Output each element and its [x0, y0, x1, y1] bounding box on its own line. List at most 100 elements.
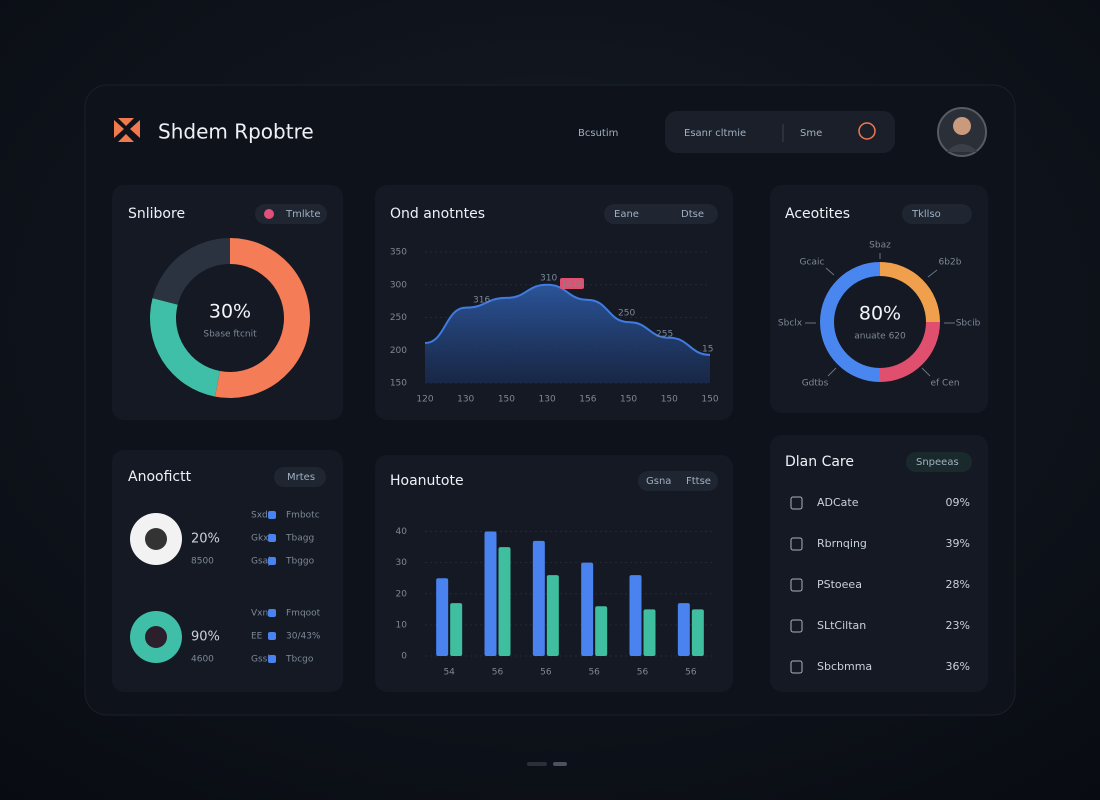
chip-text: Snpeeas: [916, 457, 959, 468]
bar[interactable]: [532, 540, 545, 656]
detail-value: Fmqoot: [286, 609, 321, 619]
bar[interactable]: [450, 603, 463, 656]
y-tick-label: 200: [390, 346, 407, 356]
bar[interactable]: [546, 575, 559, 656]
page-dot[interactable]: [553, 762, 567, 766]
detail-key: Sxd: [251, 511, 268, 521]
chip[interactable]: [255, 204, 327, 224]
chip-dot: [264, 209, 274, 219]
center-value: 80%: [859, 303, 901, 325]
chip-text: Fttse: [686, 476, 711, 487]
bar[interactable]: [498, 547, 511, 656]
x-tick-label: 56: [637, 668, 649, 678]
chip-text: Mrtes: [287, 472, 315, 483]
row-value: 09%: [946, 496, 970, 509]
bar[interactable]: [677, 603, 690, 656]
account-list: 20% 8500 Sxd Fmbotc Gkxl Tbagg Gsaj Tbggo 90% 460…: [130, 511, 321, 665]
line: [424, 283, 711, 356]
bar[interactable]: [643, 609, 656, 656]
chip[interactable]: [638, 471, 718, 491]
detail-value: Fmbotc: [286, 511, 320, 521]
highlight-text: 1030: [562, 280, 582, 289]
bar[interactable]: [581, 562, 594, 656]
highlight-tag: [560, 278, 584, 289]
search-icon[interactable]: [858, 122, 876, 140]
detail-icon: [268, 655, 276, 663]
app-title: Shdem Rpobtre: [158, 120, 314, 144]
row-icon: [790, 660, 803, 674]
panel: [770, 435, 988, 692]
y-tick-label: 10: [396, 620, 408, 630]
search-box[interactable]: [665, 111, 895, 153]
panel-title: Anoofictt: [128, 469, 192, 485]
page-dot[interactable]: [527, 762, 547, 766]
x-tick-label: 56: [685, 668, 697, 678]
detail-value: Tbggo: [285, 557, 315, 567]
detail-icon: [268, 557, 276, 565]
avatar-inner: [145, 626, 167, 648]
detail-key: Gsaj: [251, 557, 271, 567]
row-value: 28%: [946, 578, 970, 591]
row-label: Rbrnqing: [817, 537, 867, 550]
donut-segment: [880, 262, 940, 322]
x-tick-label: 120: [416, 395, 433, 405]
detail-icon: [268, 609, 276, 617]
donut-segment: [150, 298, 220, 397]
bar[interactable]: [595, 606, 608, 656]
y-tick-label: 40: [396, 527, 408, 537]
row-value: 36%: [946, 660, 970, 673]
chip[interactable]: [906, 452, 972, 472]
chip-text: Dtse: [681, 209, 704, 220]
panel-title: Aceotites: [785, 206, 850, 222]
row-icon: [790, 619, 803, 633]
donut-segment: [880, 322, 940, 382]
panel: [770, 185, 988, 413]
panel-title: Snlibore: [128, 206, 185, 222]
point-label: 255: [656, 330, 673, 340]
bar[interactable]: [436, 578, 449, 656]
donut-segment: [820, 262, 880, 382]
leader-line: [921, 367, 931, 377]
y-tick-label: 0: [401, 652, 407, 662]
bar-chart: 0 10 20 30 40 54 56 56 56 56 56: [396, 527, 715, 678]
area-chart: 150 200 250 300 350 120 130 150 130 156 150 150 150: [390, 248, 719, 405]
center-label: anuate 620: [854, 332, 906, 342]
detail-key: Vxnx: [251, 609, 274, 619]
leader-line: [825, 267, 835, 276]
search-option[interactable]: Sme: [800, 128, 822, 139]
nav-link[interactable]: Bcsutim: [578, 128, 618, 139]
detail-key: Gssl: [251, 655, 270, 665]
chip[interactable]: [902, 204, 972, 224]
segment-label: Gcaic: [800, 258, 825, 268]
avatar-face: [953, 117, 971, 135]
donut-chart: [150, 238, 311, 398]
row-value: 23%: [946, 619, 970, 632]
point-label: 15: [702, 345, 713, 355]
chip[interactable]: [604, 204, 718, 224]
point-label: 250: [618, 309, 635, 319]
bar[interactable]: [629, 575, 642, 656]
donut-segment: [152, 238, 230, 305]
chip[interactable]: [274, 467, 326, 487]
chip-text: Tmlkte: [285, 209, 321, 220]
percent: 90%: [191, 630, 220, 645]
leader-line: [827, 367, 837, 377]
detail-key: EE: [251, 632, 263, 642]
segment-label: Sbaz: [869, 241, 891, 251]
x-tick-label: 156: [579, 395, 596, 405]
y-tick-label: 30: [396, 558, 408, 568]
detail-icon: [268, 534, 276, 542]
detail-key: Gkxl: [251, 534, 271, 544]
detail-icon: [268, 632, 276, 640]
x-tick-label: 150: [661, 395, 678, 405]
bar[interactable]: [484, 531, 497, 656]
panel-title: Ond anotntes: [390, 206, 485, 222]
x-tick-label: 56: [588, 668, 600, 678]
row-label: Sbcbmma: [817, 660, 872, 673]
x-tick-label: 150: [498, 395, 515, 405]
segment-label: ef Cen: [930, 379, 959, 389]
bar[interactable]: [691, 609, 704, 656]
amount: 8500: [191, 557, 214, 567]
x-tick-label: 130: [539, 395, 556, 405]
